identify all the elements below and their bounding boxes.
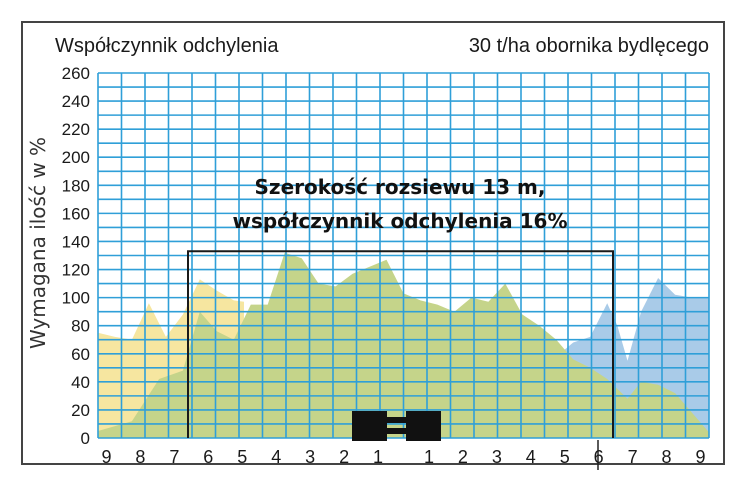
y-tick-label: 160	[62, 204, 90, 223]
tractor-right-wheel	[406, 411, 441, 441]
annotation-line-1: Szerokość rozsiewu 13 m,	[255, 175, 546, 199]
x-tick-label: 8	[662, 447, 672, 467]
y-tick-label: 240	[62, 92, 90, 111]
x-tick-label: 3	[305, 447, 315, 467]
x-tick-label: 5	[237, 447, 247, 467]
y-tick-label: 260	[62, 64, 90, 83]
label-layer: 0 20 40 60 80 100 120 140 160 180 200 220 240 260 9 8 7 6…	[62, 64, 706, 467]
tractor-icon	[352, 411, 441, 441]
y-tick-label: 120	[62, 261, 90, 280]
x-tick-label: 6	[203, 447, 213, 467]
y-tick-label: 0	[81, 429, 90, 448]
x-tick-label: 3	[492, 447, 502, 467]
x-tick-label: 9	[696, 447, 706, 467]
spread-width-box	[187, 250, 614, 438]
y-tick-label: 200	[62, 148, 90, 167]
x-tick-label: 2	[339, 447, 349, 467]
x-tick-label: 1	[373, 447, 383, 467]
grid-layer	[97, 72, 710, 439]
x-tick-label: 7	[169, 447, 179, 467]
y-tick-label: 220	[62, 120, 90, 139]
x-tick-label: 7	[628, 447, 638, 467]
annotation-layer	[187, 250, 614, 470]
tractor-axle-lower	[385, 428, 408, 434]
y-tick-label: 80	[71, 317, 90, 336]
tractor-axle-upper	[385, 417, 408, 423]
x-tick-label: 4	[271, 447, 281, 467]
x-tick-label: 1	[424, 447, 434, 467]
x-tick-label: 4	[526, 447, 536, 467]
x-tick-label: 6	[594, 447, 604, 467]
y-tick-label: 100	[62, 289, 90, 308]
x-tick-label: 2	[458, 447, 468, 467]
y-tick-label: 20	[71, 401, 90, 420]
y-axis-label: Wymagana ilość w %	[26, 137, 50, 349]
y-tick-label: 140	[62, 232, 90, 251]
annotation-line-2: współczynnik odchylenia 16%	[232, 209, 567, 233]
y-tick-label: 180	[62, 176, 90, 195]
chart-subtitle: 30 t/ha obornika bydlęcego	[469, 35, 709, 57]
x-tick-label: 5	[560, 447, 570, 467]
y-tick-label: 60	[71, 345, 90, 364]
y-tick-label: 40	[71, 373, 90, 392]
x-tick-label: 9	[101, 447, 111, 467]
tractor-left-wheel	[352, 411, 387, 441]
x-tick-label: 8	[135, 447, 145, 467]
chart-title: Współczynnik odchylenia	[55, 35, 279, 57]
